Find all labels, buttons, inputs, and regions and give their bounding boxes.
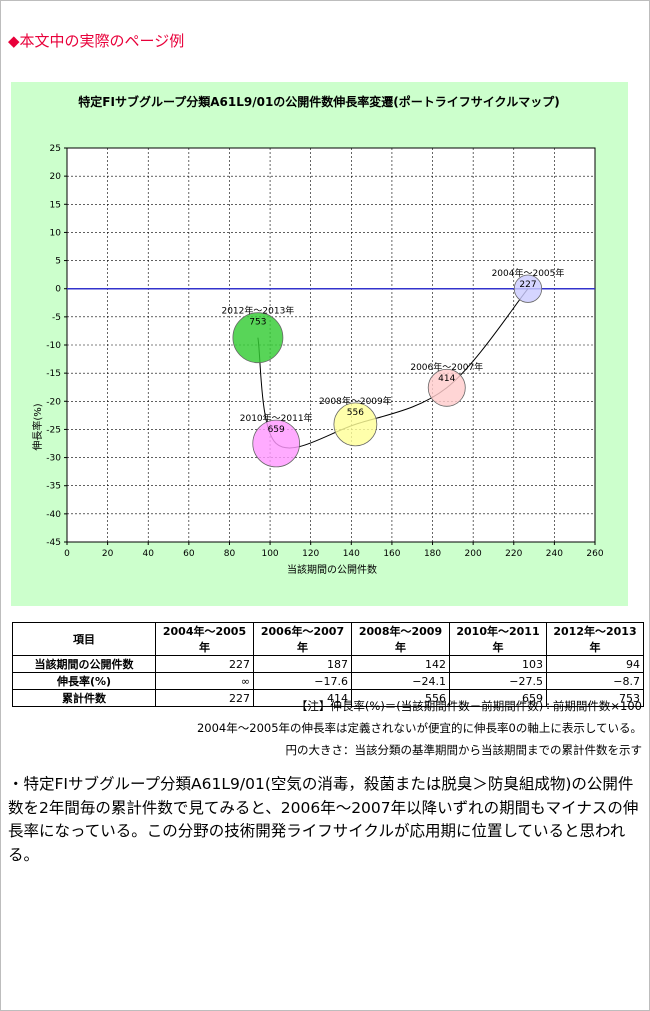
x-tick-label: 240 bbox=[546, 549, 563, 559]
y-tick-label: -10 bbox=[46, 341, 61, 351]
table-header-cell: 2010年～2011年 bbox=[449, 622, 547, 656]
x-tick-label: 160 bbox=[383, 549, 400, 559]
table-cell: ∞ bbox=[155, 672, 254, 690]
bubble bbox=[333, 402, 378, 447]
bubble-chart: 特定FIサブグループ分類A61L9/01の公開件数伸長率変遷(ポートライフサイク… bbox=[31, 94, 604, 576]
table-cell: −27.5 bbox=[449, 672, 547, 690]
y-tick-label: 25 bbox=[50, 144, 61, 154]
table-header-cell: 2008年～2009年 bbox=[351, 622, 450, 656]
x-tick-label: 200 bbox=[465, 549, 482, 559]
y-tick-label: 15 bbox=[50, 200, 61, 210]
data-table: 項目 2004年～2005年 2006年～2007年 2008年～2009年 2… bbox=[12, 622, 644, 707]
table-cell: −24.1 bbox=[351, 672, 450, 690]
table-row-label: 伸長率(%) bbox=[12, 672, 156, 690]
bubble-period-label: 2008年～2009年 bbox=[319, 395, 392, 407]
y-tick-label: 20 bbox=[50, 172, 62, 182]
y-tick-label: -25 bbox=[46, 425, 61, 435]
x-tick-label: 180 bbox=[424, 549, 441, 559]
table-row: 伸長率(%) ∞ −17.6 −24.1 −27.5 −8.7 bbox=[12, 672, 644, 690]
chart-title: 特定FIサブグループ分類A61L9/01の公開件数伸長率変遷(ポートライフサイク… bbox=[78, 94, 559, 109]
x-tick-label: 0 bbox=[64, 549, 70, 559]
bubble-period-label: 2012年～2013年 bbox=[221, 305, 294, 317]
y-tick-label: 10 bbox=[50, 228, 62, 238]
table-row-label: 当該期間の公開件数 bbox=[12, 655, 156, 673]
table-header-cell: 2004年～2005年 bbox=[155, 622, 254, 656]
table-cell: 103 bbox=[449, 655, 547, 673]
table-cell: 414 bbox=[253, 689, 352, 707]
table-cell: 187 bbox=[253, 655, 352, 673]
bubble-period-label: 2006年～2007年 bbox=[410, 361, 483, 373]
body-paragraph: ・特定FIサブグループ分類A61L9/01(空気の消毒，殺菌または脱臭＞防臭組成… bbox=[8, 775, 639, 864]
bubble bbox=[513, 274, 543, 303]
bubble-size-label: 659 bbox=[268, 425, 285, 435]
table-cell: 753 bbox=[546, 689, 644, 707]
x-tick-label: 80 bbox=[224, 549, 236, 559]
note-first-period: 2004年～2005年の伸長率は定義されないが便宜的に伸長率0の軸上に表示してい… bbox=[196, 721, 642, 735]
note-circle-size: 円の大きさ：当該分類の基準期間から当該期間までの累計件数を示す bbox=[285, 743, 643, 757]
table-header-cell: 項目 bbox=[12, 622, 156, 656]
table-cell: −17.6 bbox=[253, 672, 352, 690]
y-tick-label: -20 bbox=[46, 397, 61, 407]
bubble bbox=[232, 312, 284, 364]
table-cell: 94 bbox=[546, 655, 644, 673]
table-cell: 659 bbox=[449, 689, 547, 707]
bubble-size-label: 556 bbox=[347, 408, 364, 418]
x-tick-label: 220 bbox=[505, 549, 522, 559]
table-cell: −8.7 bbox=[546, 672, 644, 690]
bubble-period-label: 2010年～2011年 bbox=[240, 412, 313, 424]
table-row: 当該期間の公開件数 227 187 142 103 94 bbox=[12, 655, 644, 673]
page-heading: ◆本文中の実際のページ例 bbox=[8, 32, 185, 50]
bubble-period-label: 2004年～2005年 bbox=[492, 267, 565, 279]
note-formula: 【注】伸長率(%)＝(当該期間件数－前期間件数)÷前期間件数×100 bbox=[295, 699, 642, 713]
x-tick-label: 140 bbox=[343, 549, 360, 559]
x-tick-label: 60 bbox=[183, 549, 195, 559]
x-tick-label: 100 bbox=[261, 549, 278, 559]
y-tick-label: -30 bbox=[46, 454, 61, 464]
bubble-size-label: 414 bbox=[438, 374, 455, 384]
table-cell: 556 bbox=[351, 689, 450, 707]
y-tick-label: 5 bbox=[55, 257, 61, 267]
y-tick-label: -45 bbox=[46, 538, 61, 548]
y-tick-label: 0 bbox=[55, 285, 61, 295]
bubble-size-label: 753 bbox=[249, 318, 266, 328]
table-cell: 227 bbox=[155, 655, 254, 673]
table-cell: 227 bbox=[155, 689, 254, 707]
y-tick-label: -5 bbox=[52, 313, 61, 323]
x-tick-label: 20 bbox=[102, 549, 114, 559]
table-cell: 142 bbox=[351, 655, 450, 673]
table-row-label: 累計件数 bbox=[12, 689, 156, 707]
chart-x-axis-label: 当該期間の公開件数 bbox=[287, 563, 377, 576]
y-tick-label: -35 bbox=[46, 482, 61, 492]
bubble-size-label: 227 bbox=[519, 280, 536, 290]
table-header-cell: 2006年～2007年 bbox=[253, 622, 352, 656]
x-tick-label: 260 bbox=[586, 549, 603, 559]
y-tick-label: -15 bbox=[46, 369, 61, 379]
table-header-cell: 2012年～2013年 bbox=[546, 622, 644, 656]
x-tick-label: 40 bbox=[143, 549, 155, 559]
chart-y-axis-label: 伸長率(%) bbox=[31, 403, 44, 450]
chart-panel: 特定FIサブグループ分類A61L9/01の公開件数伸長率変遷(ポートライフサイク… bbox=[11, 82, 628, 606]
table-header-row: 項目 2004年～2005年 2006年～2007年 2008年～2009年 2… bbox=[12, 622, 644, 656]
bubble bbox=[427, 368, 466, 407]
table-row: 累計件数 227 414 556 659 753 bbox=[12, 689, 644, 707]
x-tick-label: 120 bbox=[302, 549, 319, 559]
y-tick-label: -40 bbox=[46, 510, 61, 520]
bubble bbox=[252, 419, 300, 468]
